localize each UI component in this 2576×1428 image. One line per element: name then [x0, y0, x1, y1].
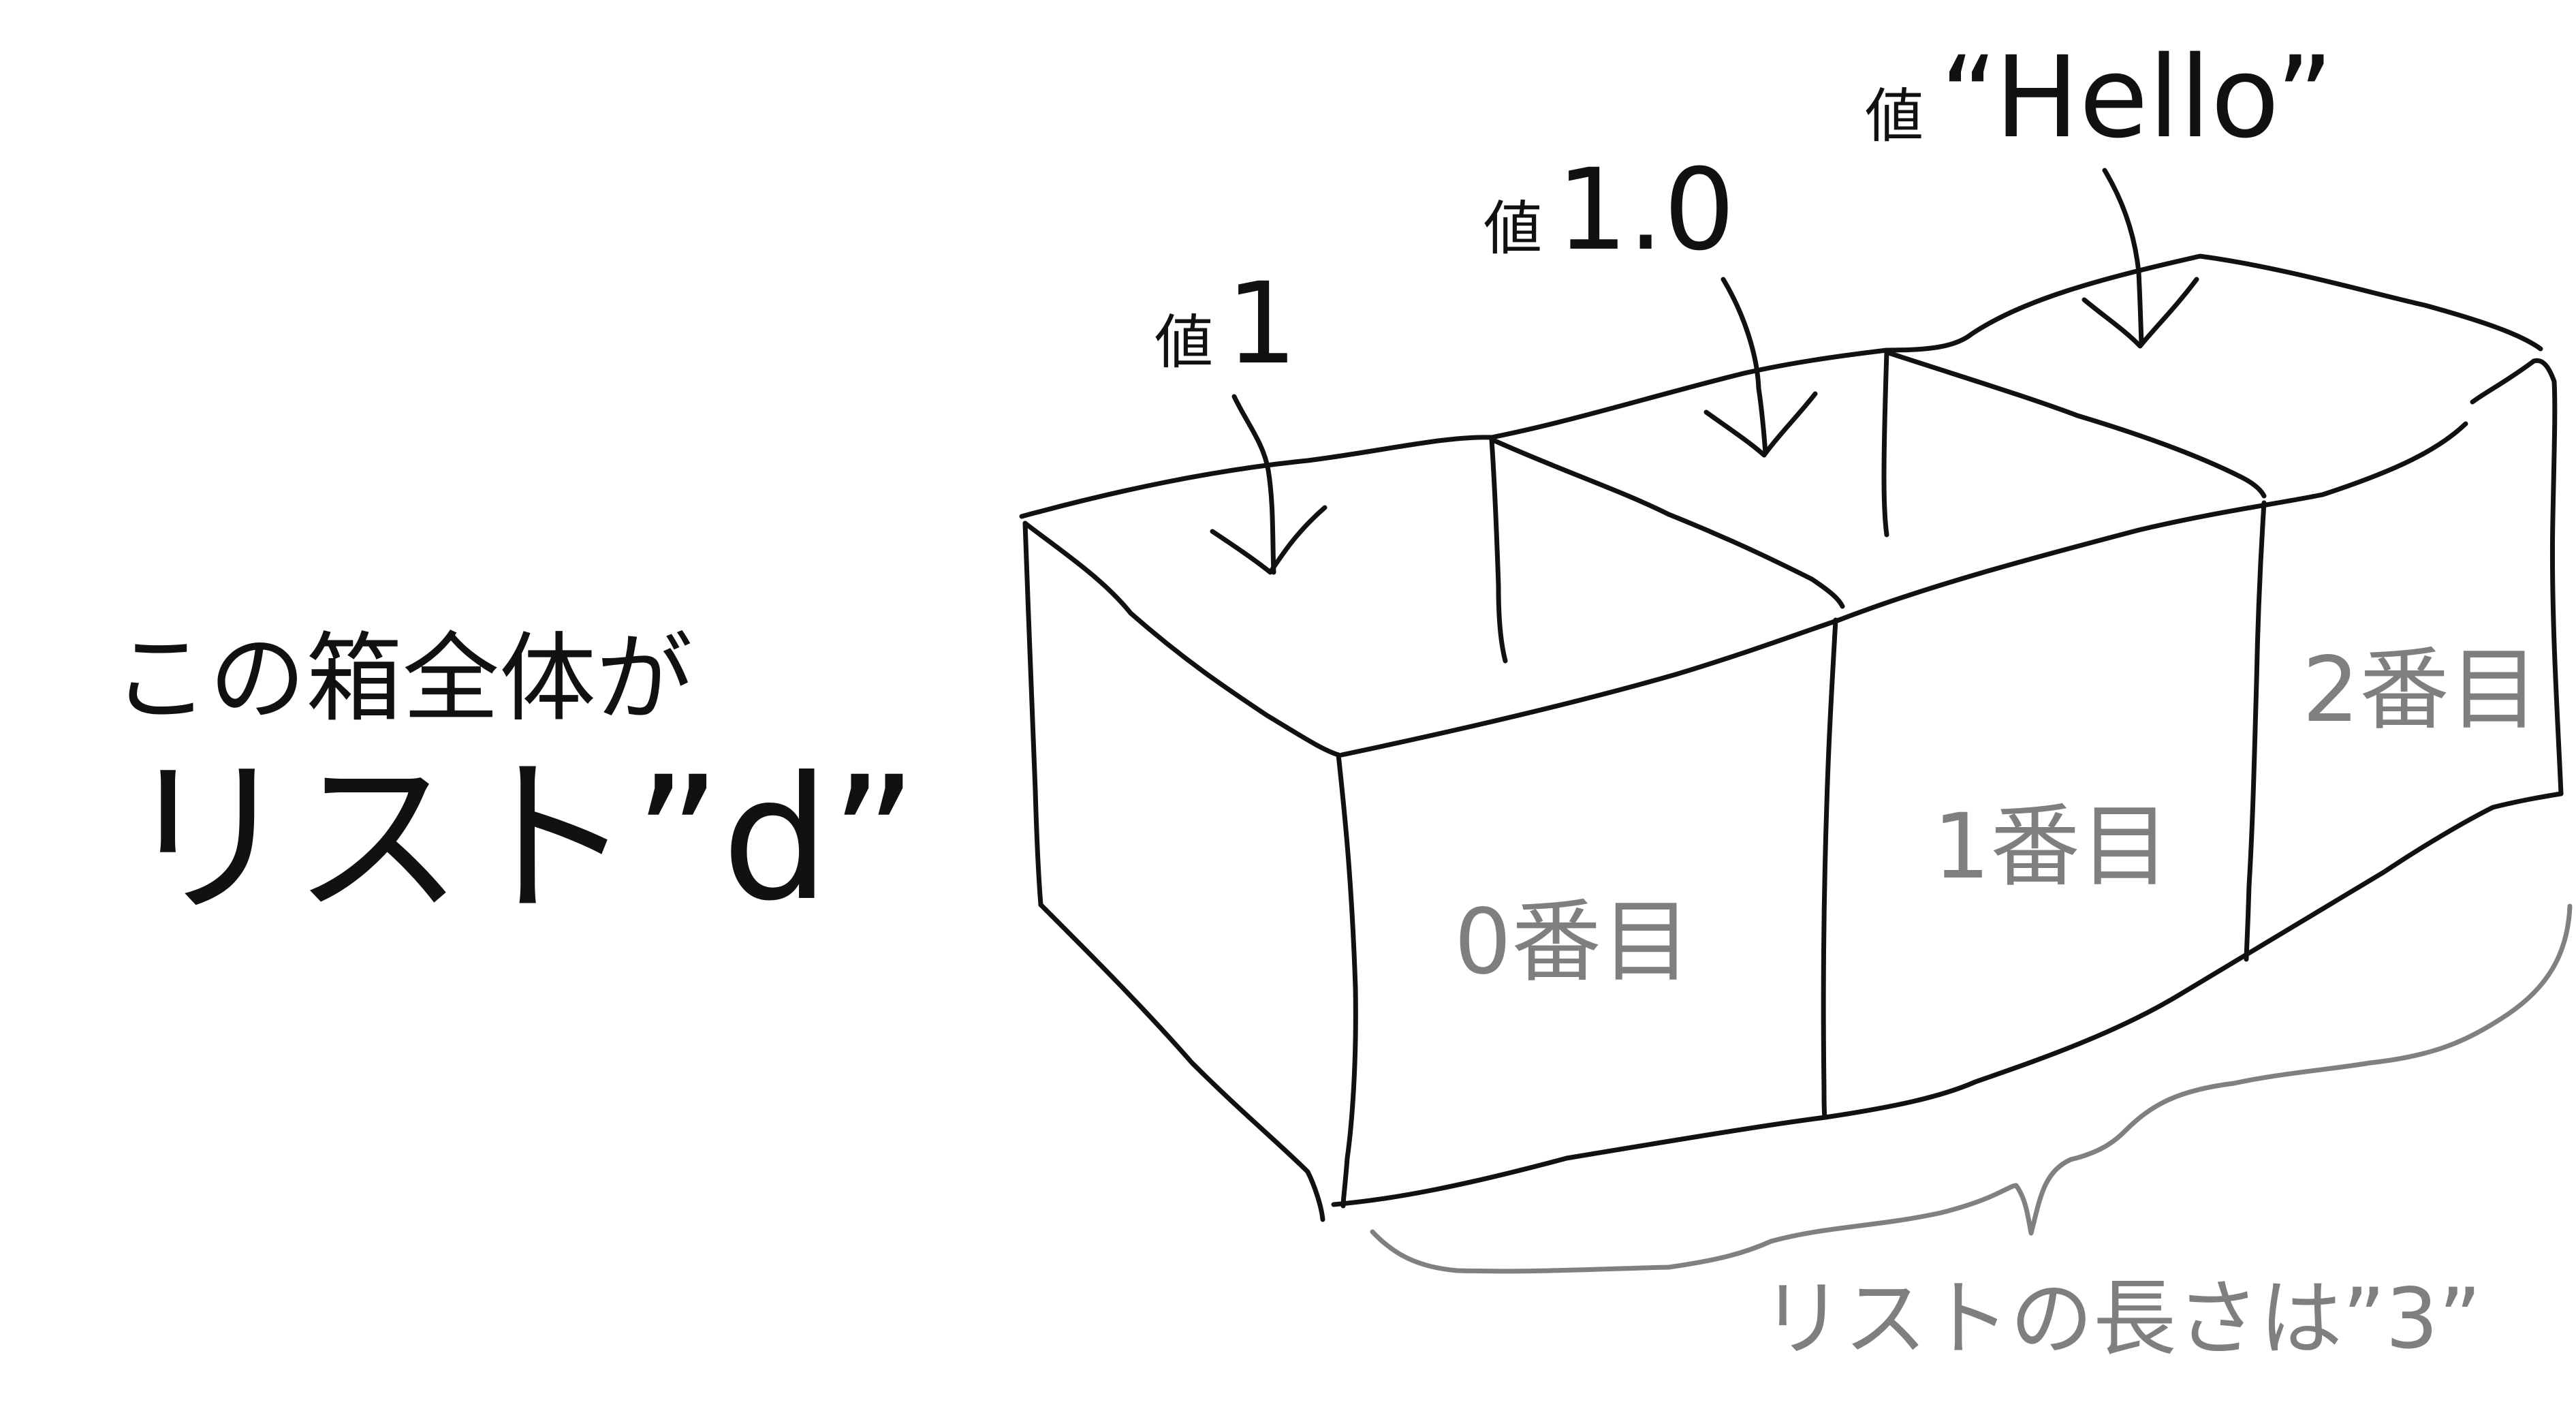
top-back-edge	[1019, 253, 2543, 519]
arrow-3-shaft	[2102, 168, 2144, 347]
value-label-0-prefix: 値	[1155, 309, 1213, 377]
front-divider-2	[2244, 500, 2267, 962]
value-label-1-value: 1.0	[1556, 144, 1735, 275]
value-label-2-prefix: 値	[1865, 82, 1923, 151]
left-back-vertical	[1022, 521, 1043, 907]
length-label: リストの長さは”3”	[1761, 1271, 2481, 1367]
right-side-vertical	[2531, 358, 2564, 796]
value-label-1: 値 1.0	[1483, 144, 1735, 275]
bottom-front-edge	[1331, 791, 2564, 1207]
caption-line-2: リスト”d”	[123, 740, 918, 938]
caption-line-1: この箱全体が	[112, 623, 693, 735]
right-top-edge	[2470, 358, 2536, 405]
arrow-2-shaft	[1721, 277, 1768, 456]
value-label-2-value: “Hello”	[1940, 32, 2334, 163]
index-label-2: 2番目	[2302, 638, 2539, 743]
value-label-2: 値 “Hello”	[1865, 32, 2334, 163]
box-outline	[1019, 168, 2564, 1222]
front-left-vertical	[1336, 752, 1358, 1209]
length-brace	[1370, 903, 2573, 1274]
value-label-1-prefix: 値	[1483, 195, 1542, 263]
arrow-1-head	[1210, 505, 1328, 575]
top-divider-2	[1881, 350, 1889, 538]
value-label-0: 値 1	[1155, 258, 1298, 389]
top-divider-1	[1489, 437, 1508, 664]
front-divider-1	[1821, 617, 1838, 1120]
arrow-3-head	[2082, 277, 2199, 349]
value-label-0-value: 1	[1226, 258, 1298, 389]
arrow-1-shaft	[1231, 394, 1276, 575]
left-side-top-edge	[1022, 521, 1341, 758]
top-divider-2-slant	[1884, 350, 2267, 499]
index-label-1: 1番目	[1933, 794, 2170, 899]
top-front-edge	[1339, 421, 2468, 758]
index-label-0: 0番目	[1454, 890, 1691, 995]
top-divider-1-slant	[1489, 437, 1845, 609]
left-bottom-edge	[1038, 902, 1325, 1222]
arrow-2-head	[1703, 391, 1818, 458]
